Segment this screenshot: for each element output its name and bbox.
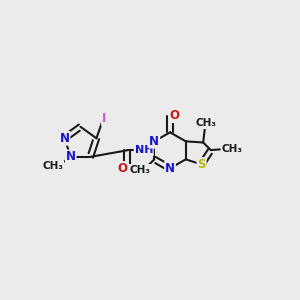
Text: O: O [118, 162, 128, 175]
Text: N: N [60, 132, 70, 145]
Text: I: I [102, 112, 106, 125]
Text: S: S [197, 158, 206, 171]
Text: N: N [165, 162, 175, 175]
Text: CH₃: CH₃ [221, 144, 242, 154]
Text: N: N [66, 150, 76, 164]
Text: CH₃: CH₃ [42, 161, 63, 171]
Text: NH: NH [134, 145, 153, 155]
Text: CH₃: CH₃ [129, 165, 150, 175]
Text: CH₃: CH₃ [196, 118, 217, 128]
Text: O: O [169, 109, 179, 122]
Text: N: N [149, 135, 159, 148]
